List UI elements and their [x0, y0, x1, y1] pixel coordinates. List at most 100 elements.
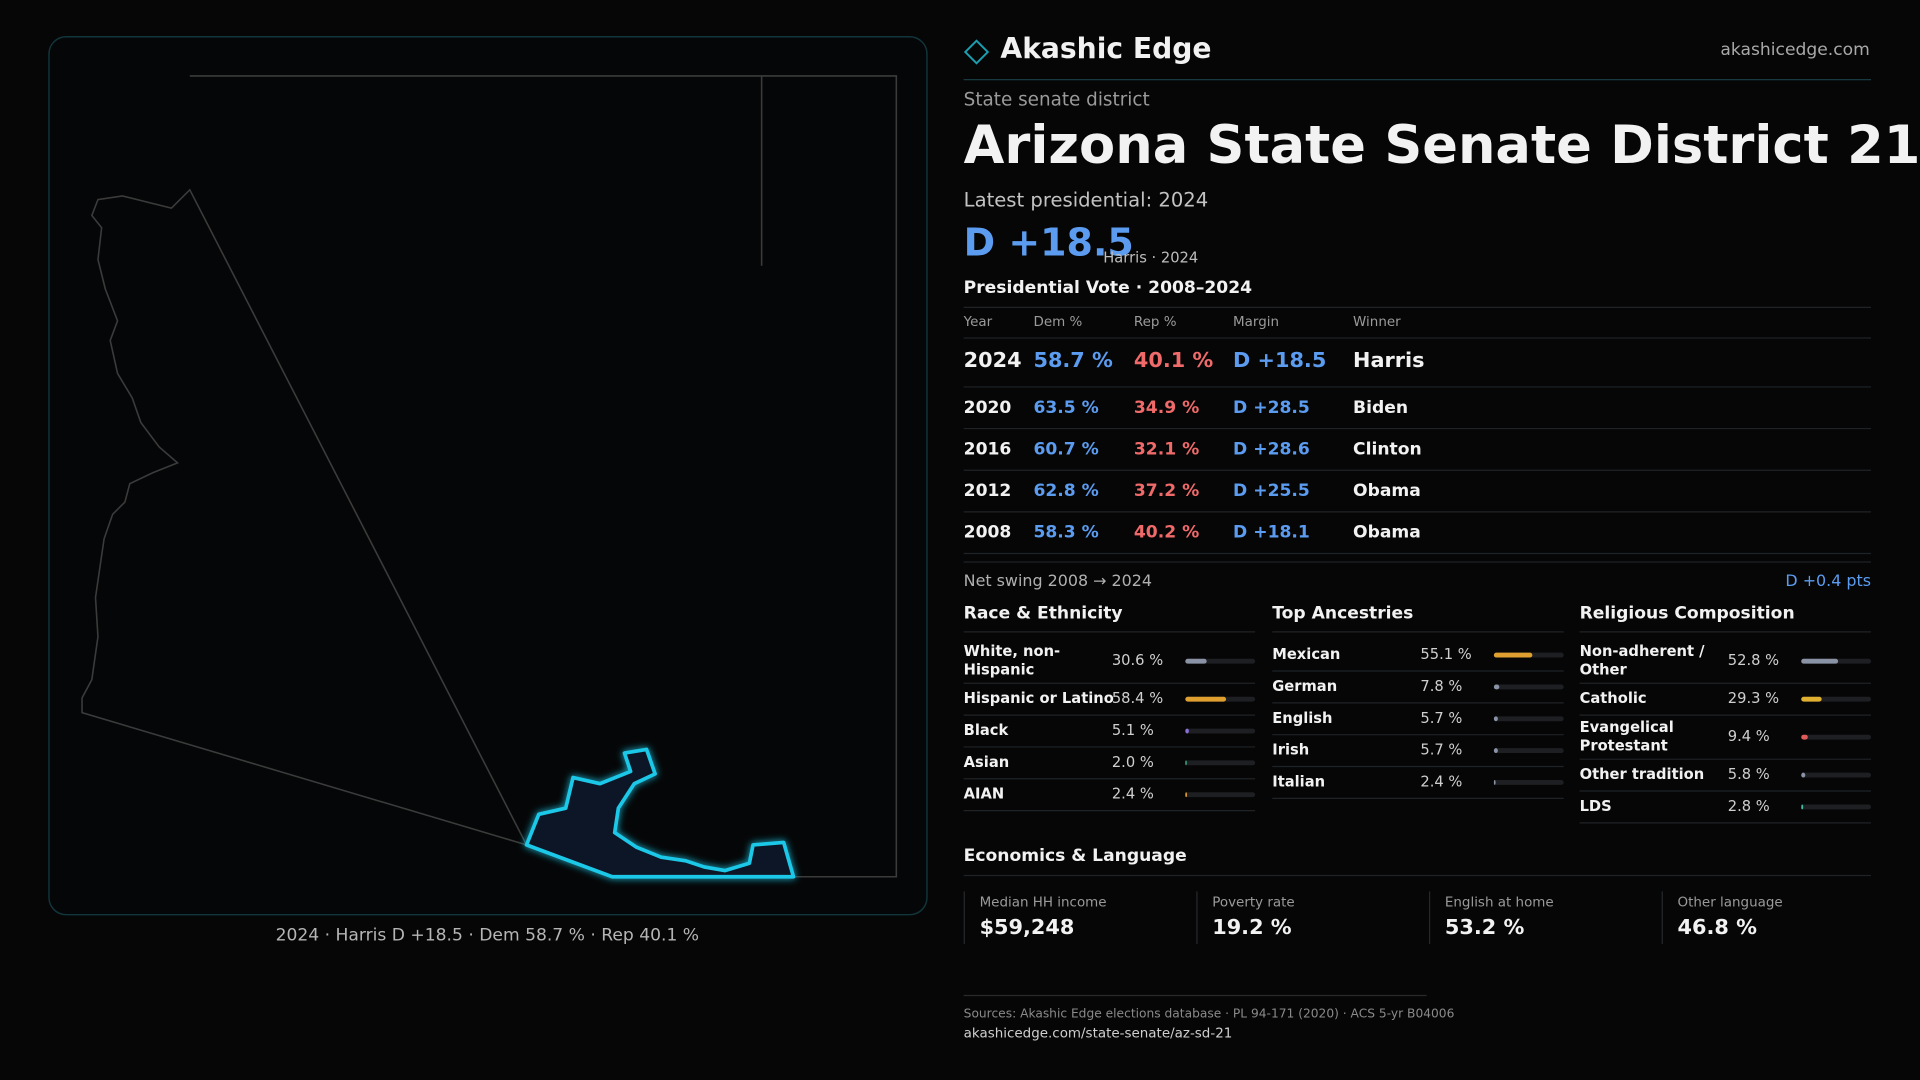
row-label: Italian: [1272, 773, 1325, 790]
column-header: Winner: [1353, 315, 1401, 330]
table-cell: 60.7 %: [1033, 439, 1098, 459]
row-label: Catholic: [1580, 690, 1647, 707]
table-cell: 2024: [964, 348, 1022, 372]
table-cell: Obama: [1353, 523, 1421, 543]
district-name: Arizona State Senate District 21: [964, 115, 1920, 176]
row-label: Non-adherent / Other: [1580, 643, 1706, 678]
table-cell: Biden: [1353, 398, 1408, 418]
row-label: AIAN: [964, 786, 1005, 803]
bar: [1185, 792, 1187, 798]
table-cell: 62.8 %: [1033, 481, 1098, 501]
latest: Latest presidential: 2024: [964, 188, 1209, 211]
row-value: 5.7 %: [1420, 710, 1462, 727]
table-cell: 40.2 %: [1134, 523, 1199, 543]
site: akashicedge.com: [1720, 40, 1869, 60]
bar: [1801, 734, 1808, 740]
table-cell: 32.1 %: [1134, 439, 1199, 459]
column-header: Margin: [1233, 315, 1279, 330]
row-value: 2.0 %: [1112, 754, 1154, 771]
column-header: Year: [963, 315, 993, 330]
column-header: Rep %: [1134, 315, 1177, 330]
bar-track: [1493, 684, 1564, 690]
bar: [1801, 772, 1806, 778]
table-cell: 2008: [964, 523, 1012, 543]
row-label: Mexican: [1272, 646, 1340, 663]
row-value: 55.1 %: [1420, 646, 1471, 663]
map-caption: 2024 · Harris D +18.5 · Dem 58.7 % · Rep…: [276, 926, 699, 946]
table-cell: 34.9 %: [1134, 398, 1199, 418]
brand: Akashic Edge: [1000, 32, 1211, 65]
margin: D +18.5: [964, 220, 1134, 264]
bar-track: [1493, 716, 1564, 722]
table-cell: 2016: [964, 439, 1012, 459]
bar: [1801, 696, 1822, 702]
table-cell: D +28.6: [1233, 439, 1310, 459]
swing-value: D +0.4 pts: [1785, 571, 1871, 590]
stat-label: English at home: [1445, 895, 1554, 910]
row-label: White, non-Hispanic: [964, 643, 1060, 678]
stat-label: Median HH income: [980, 895, 1107, 910]
table-cell: D +18.1: [1233, 523, 1310, 543]
stat-label: Other language: [1678, 895, 1783, 910]
bar: [1493, 780, 1496, 785]
url: akashicedge.com/state-senate/az-sd-21: [964, 1026, 1233, 1041]
row-value: 29.3 %: [1728, 690, 1779, 707]
bar-track: [1801, 772, 1872, 778]
row-value: 30.6 %: [1112, 652, 1163, 669]
map-panel: [48, 35, 928, 916]
row-label: Hispanic or Latino: [964, 690, 1114, 707]
district-shape: [524, 747, 796, 879]
row-label: Other tradition: [1580, 766, 1705, 783]
table-cell: D +28.5: [1233, 398, 1310, 418]
bar-track: [1185, 728, 1256, 734]
bar: [1493, 716, 1498, 722]
row-value: 52.8 %: [1728, 652, 1779, 669]
row-value: 2.8 %: [1728, 798, 1770, 815]
table-cell: 58.7 %: [1033, 348, 1113, 372]
economics-title: Economics & Language: [964, 846, 1187, 866]
bar: [1185, 696, 1227, 702]
table-title: Presidential Vote · 2008–2024: [964, 278, 1252, 298]
table-cell: 37.2 %: [1134, 481, 1199, 501]
row-label: German: [1272, 678, 1337, 695]
table-cell: 63.5 %: [1033, 398, 1098, 418]
table-cell: 2020: [964, 398, 1012, 418]
bar-track: [1185, 792, 1256, 798]
row-value: 7.8 %: [1420, 678, 1462, 695]
bar-track: [1801, 804, 1872, 810]
bar-track: [1493, 748, 1564, 754]
table-cell: Harris: [1353, 348, 1424, 372]
row-label: LDS: [1580, 798, 1612, 815]
panel-title: Race & Ethnicity: [964, 603, 1123, 623]
table-cell: D +25.5: [1233, 481, 1310, 501]
swing-label: Net swing 2008 → 2024: [964, 571, 1152, 590]
row-value: 9.4 %: [1728, 728, 1770, 745]
stat-value: $59,248: [980, 915, 1075, 939]
row-label: Black: [964, 722, 1010, 739]
margin-note: Harris · 2024: [1103, 249, 1198, 266]
table-cell: Clinton: [1353, 439, 1422, 459]
bar: [1185, 658, 1207, 664]
bar: [1493, 652, 1533, 658]
bar: [1493, 684, 1500, 690]
stat-value: 19.2 %: [1212, 915, 1292, 939]
bar-track: [1493, 780, 1564, 785]
table-cell: 58.3 %: [1033, 523, 1098, 543]
row-value: 58.4 %: [1112, 690, 1163, 707]
row-value: 2.4 %: [1112, 786, 1154, 803]
row-value: 5.7 %: [1420, 742, 1462, 759]
panel-title: Top Ancestries: [1272, 603, 1413, 623]
table-cell: 2012: [964, 481, 1012, 501]
bar: [1801, 804, 1804, 810]
column-header: Dem %: [1033, 315, 1082, 330]
bar-track: [1801, 734, 1872, 740]
bar: [1493, 748, 1498, 754]
table-cell: Obama: [1353, 481, 1421, 501]
table-cell: 40.1 %: [1134, 348, 1214, 372]
bar: [1185, 760, 1187, 766]
district-kind: State senate district: [964, 89, 1150, 110]
row-label: Asian: [964, 754, 1010, 771]
bar: [1185, 728, 1189, 734]
